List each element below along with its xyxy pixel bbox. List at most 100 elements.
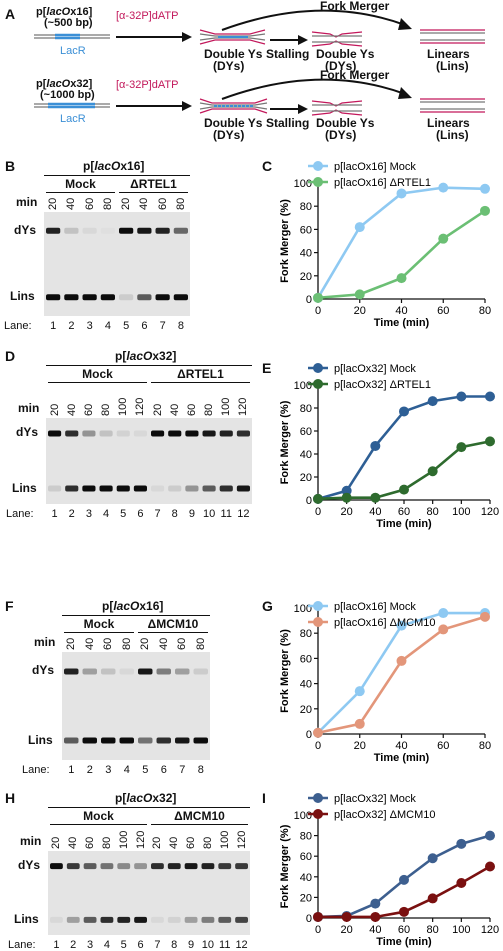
double-y-1 [199, 29, 266, 45]
lins-band [236, 485, 250, 492]
dys2-label-1: Double Ys [316, 47, 375, 61]
legend-marker [313, 379, 323, 389]
lane-number: 1 [50, 320, 57, 332]
x-tick-label: 60 [437, 740, 449, 752]
data-point [341, 911, 352, 922]
x-tick-label: 120 [481, 924, 499, 936]
group-underline-group1 [46, 192, 115, 193]
dys-abbr-1: (DYs) [213, 59, 245, 73]
lane-label: Lane: [22, 764, 50, 776]
lane-number: 7 [154, 508, 161, 520]
lins-band [46, 294, 61, 301]
data-point [485, 861, 495, 872]
panel-label-h: H [5, 790, 16, 806]
data-point [438, 233, 449, 244]
dys-band [193, 668, 208, 675]
group-label-group1: Mock [82, 367, 113, 381]
y-tick-label: 20 [300, 472, 312, 484]
x-tick-label: 20 [341, 924, 353, 936]
dys-band [100, 863, 114, 870]
x-tick-label: 0 [315, 740, 321, 752]
lins-band [193, 737, 208, 744]
gel-title-underline [46, 365, 252, 366]
data-point [370, 898, 381, 909]
data-point [396, 273, 407, 284]
dys-band [116, 430, 130, 437]
gel-title-underline [62, 615, 210, 616]
gel-image-f [62, 652, 210, 760]
plasmid-label-2: p[lacOx32] [36, 78, 93, 90]
group-underline-group1 [50, 824, 147, 825]
panel-label-d: D [5, 348, 16, 364]
lane-number: 4 [103, 508, 110, 520]
legend-label: p[lacOx16] ΔRTEL1 [334, 177, 431, 189]
lins-band [100, 916, 114, 923]
group-label-group2: ΔRTEL1 [130, 177, 177, 191]
title-name: lacO [113, 599, 140, 613]
dys-band [50, 863, 63, 870]
group-underline-group2 [119, 192, 188, 193]
lane-number: 10 [201, 939, 215, 951]
group-label-group2: ΔMCM10 [174, 809, 225, 823]
dys-band [66, 863, 80, 870]
data-point [370, 492, 381, 503]
dys-band [202, 430, 216, 437]
gel-title-b: p[lacOx16] [83, 160, 144, 172]
min-label: min [20, 834, 42, 848]
panel-label-f: F [5, 598, 14, 614]
lins-band [235, 916, 248, 923]
dys-band [151, 863, 164, 870]
data-point [456, 391, 467, 402]
title-prefix: p[ [115, 791, 127, 805]
data-point [354, 289, 365, 300]
lane-number: 3 [105, 764, 112, 776]
dys-band [133, 430, 147, 437]
dys-band [46, 227, 61, 234]
gel-image-h [48, 851, 250, 935]
dys-band [201, 863, 215, 870]
band-label-dys: dYs [14, 222, 37, 237]
fork-merger-arrow-2 [221, 78, 412, 100]
lane-number: 5 [120, 939, 127, 951]
dys-band [119, 227, 134, 234]
lane-number: 4 [103, 939, 110, 951]
x-tick-label: 60 [437, 305, 449, 317]
gel-title-d: p[lacOx32] [115, 350, 176, 362]
lacr-label-1: LacR [60, 45, 86, 57]
gel-title-underline [44, 175, 190, 176]
x-tick-label: 0 [315, 305, 321, 317]
lane-number: 6 [137, 508, 144, 520]
min-label: min [34, 635, 56, 649]
lins-abbr-1: (Lins) [436, 59, 469, 73]
dys-band [101, 668, 116, 675]
plasmid-size-2: (~1000 bp) [40, 89, 95, 101]
group-label-group2: ΔRTEL1 [177, 367, 224, 381]
lane-number: 5 [120, 508, 127, 520]
fork-merger-arrow-1 [221, 9, 412, 31]
y-tick-label: 80 [300, 201, 312, 213]
lins-band [116, 485, 130, 492]
dys-label-2: Double Ys [204, 116, 263, 130]
data-point [485, 436, 495, 447]
double-y-stalled-2 [311, 100, 363, 116]
band-label-dys: dYs [18, 858, 41, 873]
dys2-label-2: Double Ys [316, 116, 375, 130]
lins-band [65, 485, 79, 492]
group-underline-group1 [64, 632, 134, 633]
dys-band [236, 430, 250, 437]
arrow-2 [116, 101, 192, 111]
lins-band [64, 294, 79, 301]
data-point [313, 292, 323, 303]
y-axis-label: Fork Merger (%) [279, 199, 291, 283]
dntp-label-1: [α-32P]dATP [116, 10, 179, 22]
data-point [480, 611, 490, 622]
lins-band [133, 485, 147, 492]
x-tick-label: 80 [427, 924, 439, 936]
fork-merger-label-1: Fork Merger [320, 0, 390, 13]
data-point [485, 391, 495, 402]
data-point [341, 492, 352, 503]
y-tick-label: 60 [300, 653, 312, 665]
data-point [456, 877, 467, 888]
group-underline-group2 [151, 382, 250, 383]
